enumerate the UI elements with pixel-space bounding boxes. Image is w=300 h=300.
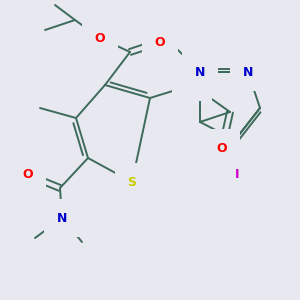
Text: N: N — [243, 65, 253, 79]
Text: O: O — [23, 169, 33, 182]
Text: NH: NH — [183, 80, 201, 90]
Text: N: N — [195, 65, 205, 79]
Text: O: O — [217, 142, 227, 154]
Text: O: O — [155, 35, 165, 49]
Text: N: N — [57, 212, 67, 224]
Text: O: O — [95, 32, 105, 44]
Text: S: S — [128, 176, 136, 188]
Text: I: I — [235, 169, 239, 182]
